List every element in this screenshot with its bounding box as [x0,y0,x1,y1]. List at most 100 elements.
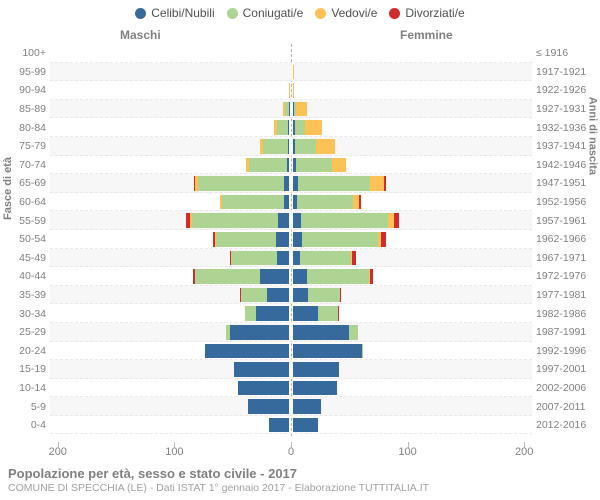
age-row: 30-341982-1986 [50,304,532,323]
x-tick-label: 100 [165,446,183,458]
age-label: 70-74 [2,156,46,175]
female-bar [293,65,300,80]
male-bar [98,232,289,247]
bar-segment-coniugati [245,306,256,321]
bar-segment-coniugati [349,325,358,340]
bar-segment-celibi [256,306,290,321]
male-bar [114,325,289,340]
bar-segment-celibi [230,325,289,340]
age-row: 25-291987-1991 [50,323,532,342]
female-bar [293,102,375,117]
bar-segment-celibi [277,251,289,266]
birth-year-label: 1997-2001 [536,360,596,379]
birth-year-label: 1972-1976 [536,267,596,286]
female-bar [293,232,505,247]
bar-segment-divorziati [359,195,360,210]
male-bar [203,120,289,135]
birth-year-label: 1992-1996 [536,342,596,361]
female-label: Femmine [400,28,453,42]
legend: Celibi/NubiliConiugati/eVedovi/eDivorzia… [0,6,600,22]
bar-segment-celibi [293,232,302,247]
legend-item: Celibi/Nubili [135,6,214,20]
male-bar [143,306,289,321]
female-bar [293,418,404,433]
bar-segment-celibi [293,306,318,321]
bar-segment-celibi [293,269,307,284]
female-bar [293,288,446,303]
bar-segment-celibi [276,232,289,247]
age-row: 50-541962-1966 [50,230,532,249]
age-label: 95-99 [2,63,46,82]
chart-subtitle: COMUNE DI SPECCHIA (LE) - Dati ISTAT 1° … [8,482,429,494]
male-bar [87,344,289,359]
plot-area: 100+≤ 191695-991917-192190-941922-192685… [50,44,532,436]
bar-segment-celibi [248,399,289,414]
legend-item: Vedovi/e [315,6,377,20]
age-label: 40-44 [2,267,46,286]
bar-segment-coniugati [295,120,305,135]
bar-segment-divorziati [370,269,373,284]
bar-segment-divorziati [340,288,341,303]
female-bar [293,176,505,191]
male-bar [287,65,289,80]
legend-swatch [389,8,400,19]
bar-segment-celibi [288,120,289,135]
age-label: 5-9 [2,397,46,416]
bar-segment-coniugati [318,306,338,321]
female-bar [293,306,441,321]
bar-segment-divorziati [338,306,339,321]
bar-segment-celibi [284,176,289,191]
age-row: 70-741942-1946 [50,156,532,175]
legend-item: Divorziati/e [389,6,464,20]
bar-segment-vedovi [370,176,384,191]
female-bar [293,251,467,266]
male-bar [279,83,289,98]
bar-segment-celibi [267,288,289,303]
age-label: 10-14 [2,379,46,398]
female-bar [293,158,453,173]
bar-segment-coniugati [296,158,333,173]
age-row: 10-142002-2006 [50,379,532,398]
male-bar [170,139,289,154]
bar-segment-coniugati [192,213,278,228]
age-label: 25-29 [2,323,46,342]
male-bar [73,269,289,284]
bar-segment-coniugati [198,176,284,191]
age-row: 60-641952-1956 [50,193,532,212]
bar-segment-coniugati [216,232,276,247]
age-label: 20-24 [2,342,46,361]
birth-year-label: ≤ 1916 [536,44,596,63]
male-bar [144,158,289,173]
female-bar [293,362,442,377]
age-row: 5-92007-2011 [50,397,532,416]
age-row: 40-441972-1976 [50,267,532,286]
female-bar [293,83,319,98]
bar-segment-divorziati [394,213,399,228]
bar-segment-celibi [293,213,301,228]
bar-segment-celibi [260,269,289,284]
bar-segment-celibi [288,139,289,154]
legend-swatch [135,8,146,19]
chart-title-block: Popolazione per età, sesso e stato civil… [8,466,429,494]
age-row: 15-191997-2001 [50,360,532,379]
birth-year-label: 1967-1971 [536,249,596,268]
birth-year-label: 1922-1926 [536,81,596,100]
bar-segment-celibi [234,362,289,377]
male-bar [106,195,289,210]
age-row: 65-691947-1951 [50,174,532,193]
birth-year-label: 1947-1951 [536,174,596,193]
female-bar [293,195,474,210]
population-pyramid-chart: Celibi/NubiliConiugati/eVedovi/eDivorzia… [0,0,600,500]
age-row: 95-991917-1921 [50,63,532,82]
age-label: 45-49 [2,249,46,268]
x-tick-label: 0 [288,446,294,458]
male-label: Maschi [120,28,161,42]
birth-year-label: 1927-1931 [536,100,596,119]
x-tick-label: 200 [49,446,67,458]
bar-segment-coniugati [263,139,287,154]
bar-segment-coniugati [297,195,353,210]
bar-segment-celibi [293,381,337,396]
female-bar [293,399,410,414]
bar-segment-coniugati [302,232,378,247]
female-bar [293,269,489,284]
